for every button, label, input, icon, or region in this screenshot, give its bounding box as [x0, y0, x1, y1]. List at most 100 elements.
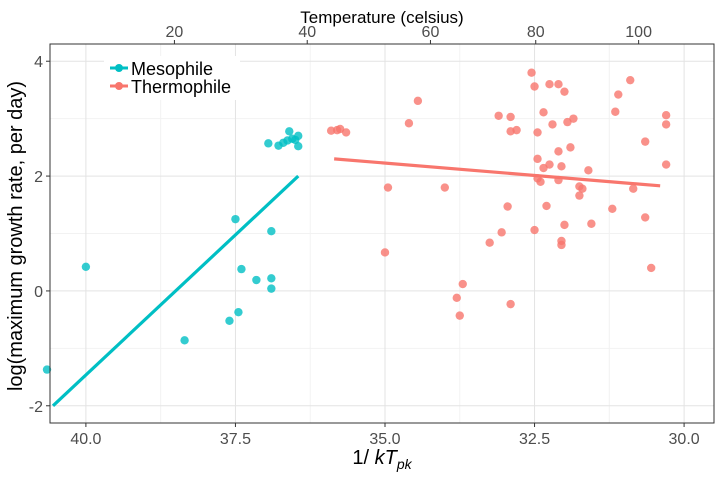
data-point-thermophile: [548, 120, 557, 129]
x-axis-title: 1/ kTpk: [352, 447, 412, 472]
data-point-thermophile: [629, 184, 638, 193]
data-point-thermophile: [458, 279, 467, 289]
data-point-thermophile: [554, 79, 563, 89]
top-tick-label: 80: [527, 24, 545, 41]
data-point-thermophile: [554, 175, 563, 185]
data-point-thermophile: [587, 219, 596, 228]
x-axis: 40.0 37.5 35.0 32.5 30.0: [70, 423, 700, 448]
data-point-thermophile: [611, 107, 620, 116]
data-point-thermophile: [536, 177, 545, 187]
data-point-thermophile: [542, 201, 551, 211]
y-tick-label: -2: [29, 399, 43, 416]
legend-key-thermophile-point: [115, 82, 123, 90]
data-point-mesophile: [252, 275, 261, 285]
data-point-thermophile: [641, 213, 650, 222]
data-point-thermophile: [560, 87, 569, 96]
data-point-mesophile: [294, 142, 303, 151]
data-point-thermophile: [503, 202, 512, 211]
x-axis-title-main: 1/: [352, 447, 374, 469]
x-tick-label: 30.0: [669, 431, 700, 448]
data-point-thermophile: [530, 82, 539, 91]
data-point-thermophile: [452, 293, 461, 303]
data-point-mesophile: [264, 139, 273, 148]
data-point-thermophile: [608, 204, 617, 214]
data-point-thermophile: [506, 299, 515, 309]
data-point-thermophile: [527, 68, 536, 77]
top-axis: 20 40 60 80 100: [166, 24, 652, 44]
x-axis-title-subscript: pk: [396, 456, 413, 472]
legend-key-mesophile-point: [115, 64, 123, 72]
y-axis-title: log(maximum growth rate, per day): [5, 81, 27, 391]
data-point-thermophile: [557, 162, 566, 171]
top-tick-label: 100: [625, 24, 652, 41]
data-point-mesophile: [42, 365, 52, 374]
data-point-thermophile: [539, 163, 548, 173]
data-point-thermophile: [380, 248, 390, 257]
data-point-thermophile: [569, 114, 578, 123]
top-tick-label: 40: [298, 24, 316, 41]
fit-line-thermophile: [334, 157, 661, 188]
data-point-thermophile: [578, 184, 587, 193]
data-point-thermophile: [545, 79, 554, 89]
data-point-thermophile: [557, 240, 566, 250]
data-point-thermophile: [533, 128, 542, 137]
data-point-thermophile: [455, 311, 464, 320]
data-point-thermophile: [560, 220, 569, 230]
y-axis: -2 0 2 4: [29, 54, 50, 416]
data-point-mesophile: [285, 127, 294, 136]
data-point-thermophile: [533, 154, 542, 164]
data-point-thermophile: [506, 112, 515, 122]
data-point-thermophile: [554, 147, 563, 156]
data-point-mesophile: [267, 227, 276, 236]
data-point-thermophile: [661, 120, 671, 129]
data-point-mesophile: [237, 264, 246, 274]
legend-label-thermophile: Thermophile: [131, 77, 231, 97]
data-point-mesophile: [234, 307, 243, 317]
y-tick-label: 2: [34, 169, 43, 186]
data-point-thermophile: [646, 263, 656, 273]
data-point-thermophile: [512, 125, 521, 135]
y-tick-label: 0: [34, 284, 43, 301]
grid: [50, 44, 714, 423]
data-point-mesophile: [225, 316, 234, 325]
data-point-thermophile: [614, 90, 623, 99]
data-point-thermophile: [575, 191, 584, 200]
data-point-thermophile: [539, 108, 548, 117]
x-tick-label: 32.5: [519, 431, 550, 448]
data-point-thermophile: [661, 160, 671, 169]
top-axis-title: Temperature (celsius): [300, 8, 463, 27]
x-tick-label: 35.0: [369, 431, 400, 448]
top-tick-label: 60: [422, 24, 440, 41]
data-point-thermophile: [626, 75, 635, 85]
panel-border: [49, 43, 715, 424]
data-point-thermophile: [404, 119, 414, 128]
data-point-thermophile: [661, 111, 671, 120]
data-point-mesophile: [267, 284, 276, 293]
data-point-mesophile: [180, 336, 189, 345]
data-point-thermophile: [494, 111, 503, 120]
data-point-thermophile: [566, 143, 575, 152]
data-point-mesophile: [267, 274, 276, 283]
data-point-thermophile: [440, 183, 450, 192]
data-points: [42, 68, 671, 374]
data-point-thermophile: [530, 225, 539, 235]
data-point-thermophile: [485, 238, 494, 247]
legend: Mesophile Thermophile: [104, 56, 240, 100]
x-axis-title-italic: kT: [375, 447, 399, 469]
data-point-thermophile: [641, 137, 650, 146]
data-point-mesophile: [81, 262, 91, 272]
data-point-thermophile: [497, 228, 506, 237]
top-tick-label: 20: [166, 24, 184, 41]
data-point-mesophile: [294, 131, 303, 141]
legend-background: [104, 56, 240, 100]
fit-line-mesophile: [51, 174, 300, 407]
data-point-thermophile: [341, 128, 351, 137]
data-point-thermophile: [383, 183, 393, 192]
data-point-thermophile: [413, 96, 423, 106]
fit-lines: [51, 157, 661, 407]
y-tick-label: 4: [34, 54, 43, 71]
x-tick-label: 40.0: [70, 431, 101, 448]
data-point-thermophile: [584, 166, 593, 175]
legend-label-mesophile: Mesophile: [131, 59, 213, 79]
data-point-mesophile: [231, 214, 240, 224]
